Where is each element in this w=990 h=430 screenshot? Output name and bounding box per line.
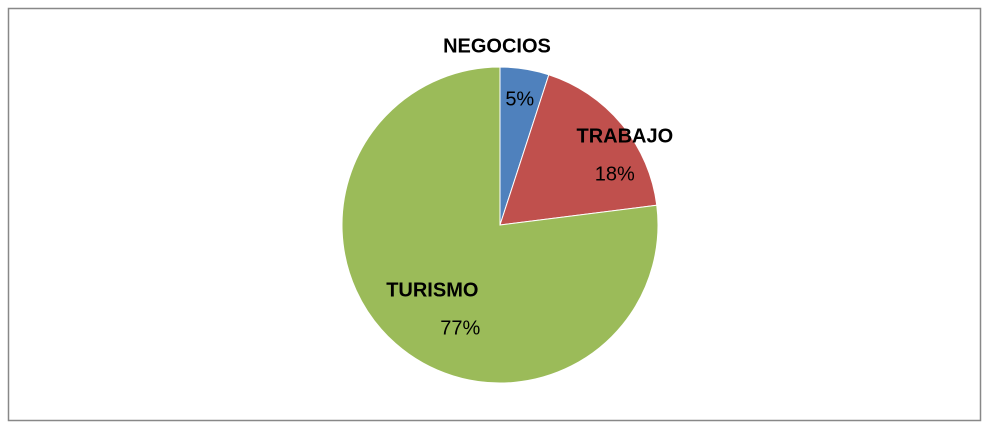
- pie-slice: [341, 66, 659, 384]
- pie-slice: [499, 74, 658, 226]
- category-label: TRABAJO: [576, 126, 673, 148]
- value-label: 18%: [595, 164, 635, 186]
- value-label: 5%: [505, 88, 534, 110]
- value-label: 77%: [440, 317, 480, 339]
- category-label: NEGOCIOS: [443, 35, 551, 57]
- category-label: TURISMO: [386, 279, 478, 301]
